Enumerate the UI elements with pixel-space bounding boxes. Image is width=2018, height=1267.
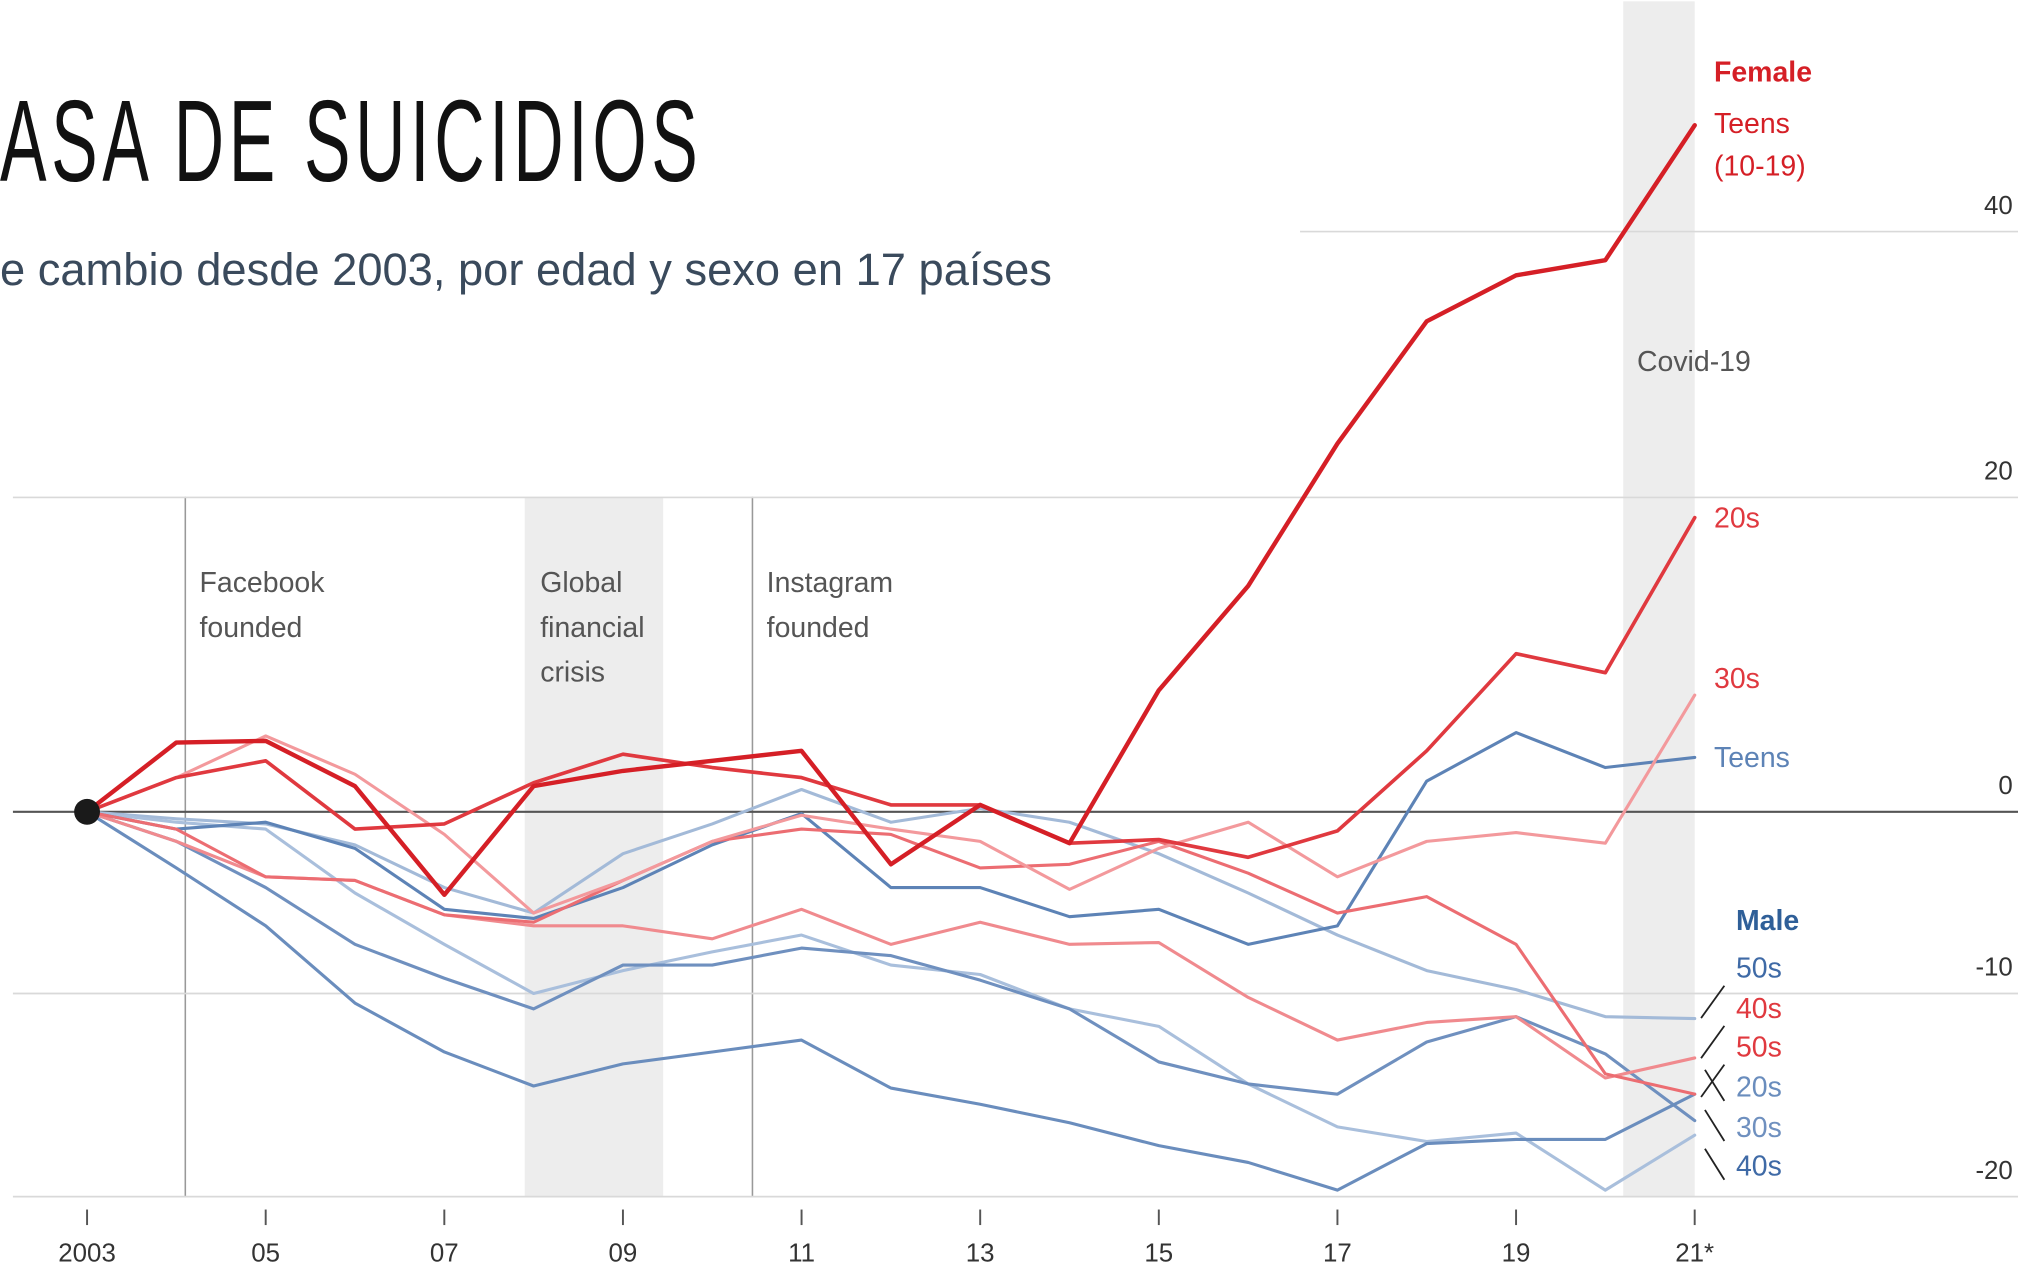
leader-line: [1700, 1025, 1726, 1059]
annotation: Global: [540, 567, 622, 599]
series-line: [85, 693, 1697, 915]
x-tick-label: 05: [251, 1240, 280, 1267]
legend-label: 20s: [1736, 1072, 1782, 1104]
series-line: [85, 787, 1697, 1021]
annotation: founded: [767, 612, 870, 644]
y-tick-label: -20: [1975, 1157, 2012, 1185]
chart-title: ASA DE SUICIDIOS: [0, 76, 702, 206]
series-line: [85, 810, 1697, 1192]
legend-label: 30s: [1714, 663, 1760, 695]
annotation: crisis: [540, 657, 605, 689]
annotation: Covid-19: [1637, 346, 1751, 378]
x-tick-label: 11: [788, 1240, 815, 1267]
leader-line: [1704, 1148, 1726, 1181]
annotation: Instagram: [767, 567, 893, 599]
legend-note: (10-19): [1714, 151, 1806, 183]
y-tick-label: 20: [1984, 458, 2013, 486]
annotation: founded: [200, 612, 303, 644]
series-line: [85, 515, 1697, 860]
y-tick-label: 0: [1998, 772, 2012, 800]
y-tick-label: -10: [1975, 954, 2012, 982]
x-tick-label: 19: [1502, 1240, 1531, 1267]
annotation: financial: [540, 612, 644, 644]
legend-label: 50s: [1736, 953, 1782, 985]
legend-label: 20s: [1714, 503, 1760, 535]
x-tick-label: 17: [1323, 1240, 1352, 1267]
series-line: [84, 123, 1697, 898]
y-tick-label: 40: [1984, 192, 2013, 220]
legend-label: 30s: [1736, 1112, 1782, 1144]
origin-dot: [74, 798, 101, 825]
background-layer: [12, 1, 2018, 1226]
legend-label: 40s: [1736, 993, 1782, 1025]
legend-label: Teens: [1714, 108, 1790, 140]
leader-line: [1704, 1069, 1726, 1102]
label-layer: ASA DE SUICIDIOS e cambio desde 2003, po…: [0, 56, 2013, 1267]
x-tick-label: 2003: [58, 1240, 116, 1267]
series-line: [85, 810, 1697, 1123]
legend-label: 50s: [1736, 1032, 1782, 1064]
leader-line: [1700, 985, 1726, 1019]
legend-label: Teens: [1714, 742, 1790, 774]
x-tick-label: 13: [966, 1240, 995, 1267]
series-line: [85, 731, 1697, 946]
legend-label: 40s: [1736, 1151, 1782, 1183]
x-tick-label: 15: [1144, 1240, 1173, 1267]
series-line: [85, 810, 1697, 1192]
plot-layer: [74, 123, 1697, 1192]
group-label: Female: [1714, 56, 1812, 88]
x-tick-label: 07: [430, 1240, 459, 1267]
x-tick-label: 21*: [1675, 1240, 1714, 1267]
leader-line: [1704, 1109, 1726, 1142]
annotation: Facebook: [200, 567, 326, 599]
group-label: Male: [1736, 905, 1799, 937]
series-line: [85, 810, 1697, 1096]
x-tick-label: 09: [609, 1240, 638, 1267]
shaded-period: [1623, 1, 1695, 1197]
chart-subtitle: e cambio desde 2003, por edad y sexo en …: [0, 244, 1052, 295]
